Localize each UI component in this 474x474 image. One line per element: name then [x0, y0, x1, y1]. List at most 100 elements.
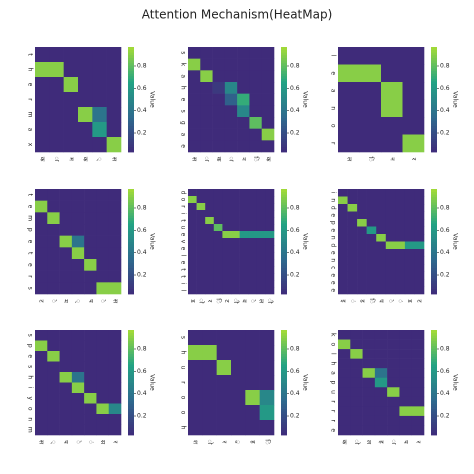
colorbar-segment [281, 112, 287, 116]
colorbar-segment [431, 194, 437, 198]
heat-cell [49, 92, 64, 108]
colorbar-segment [281, 244, 287, 248]
colorbar-segment [281, 96, 287, 100]
y-tick-label: s [180, 110, 187, 113]
colorbar-label: Value [149, 374, 156, 391]
colorbar-segment [128, 291, 134, 295]
colorbar-segment [128, 231, 134, 235]
colorbar-segment [128, 65, 134, 69]
heat-cell [395, 264, 406, 272]
colorbar-segment [431, 99, 437, 103]
colorbar-tick-label: 0.8 [137, 204, 147, 211]
heat-cell [96, 200, 110, 213]
colorbar-segment [431, 283, 437, 287]
colorbar-segment [431, 419, 437, 423]
heat-cell [188, 390, 203, 406]
colorbar-segment [431, 385, 437, 389]
heat-cell [92, 92, 107, 108]
y-tick-label: s [27, 287, 34, 290]
heat-cell [200, 93, 213, 106]
heat-cell [366, 256, 377, 265]
heat-cell [338, 339, 351, 350]
colorbar-segment [128, 62, 134, 66]
y-tick-label: r [330, 410, 337, 413]
colorbar-segment [281, 387, 287, 391]
heat-cell [411, 377, 425, 388]
heat-cell [47, 282, 60, 295]
colorbar-tick-label: 0.6 [137, 85, 147, 92]
heat-cell [249, 93, 263, 106]
heat-cell [261, 47, 275, 59]
heat-cell [411, 406, 425, 417]
y-tick-label: e [180, 144, 187, 148]
heat-cell [338, 82, 360, 100]
heat-cell [366, 286, 377, 295]
heat-cell [35, 212, 48, 225]
heat-cell [239, 210, 249, 218]
y-tick-label: p [27, 344, 34, 348]
colorbar-segment [281, 65, 287, 69]
heat-cell [231, 196, 240, 204]
heat-cell [84, 372, 97, 383]
heat-cell [414, 279, 425, 287]
y-tick-label: e [27, 205, 34, 209]
colorbar-label: Value [149, 233, 156, 250]
heat-cell [395, 286, 406, 295]
heat-cell [411, 387, 425, 398]
heat-cell [96, 247, 110, 260]
x-tick-label: ी [232, 298, 240, 304]
colorbar-segment [431, 78, 437, 82]
colorbar-segment [128, 133, 134, 137]
heat-cell [248, 273, 258, 281]
heat-cell [108, 414, 122, 425]
heat-cell [387, 406, 400, 417]
colorbar-segment [431, 47, 437, 51]
y-tick-label: h [180, 351, 187, 355]
x-tick-label: ल [345, 157, 352, 162]
heat-cell [47, 200, 60, 213]
heat-cell [84, 247, 97, 260]
colorbar-segment [281, 223, 287, 227]
colorbar-segment [281, 340, 287, 344]
heat-cell [248, 259, 258, 267]
colorbar-segment [431, 231, 437, 235]
colorbar-segment [281, 382, 287, 386]
heat-cell [237, 47, 250, 59]
x-tick-label: ि [367, 156, 375, 162]
y-tick-label: i [180, 213, 187, 215]
y-tick-label: u [180, 226, 187, 230]
heat-cell [338, 349, 351, 359]
heat-cell [350, 425, 363, 436]
heat-cell [222, 189, 232, 197]
heat-cell [106, 47, 122, 63]
heat-cell [248, 252, 258, 260]
colorbar-segment [281, 403, 287, 407]
heat-cell [395, 256, 406, 265]
heat-cell [196, 266, 206, 274]
colorbar-segment [281, 259, 287, 263]
heat-cell [35, 200, 48, 213]
colorbar-segment [281, 372, 287, 376]
heat-cell [366, 204, 377, 212]
heat-cell [202, 345, 217, 361]
heat-cell [96, 361, 110, 373]
heat-cell [205, 217, 215, 225]
y-tick-label: e [180, 247, 187, 251]
colorbar-segment [431, 259, 437, 263]
heat-cell [35, 282, 48, 295]
colorbar-segment [128, 70, 134, 74]
colorbar-segment [281, 191, 287, 195]
heat-cell [239, 266, 249, 274]
heat-cell [213, 273, 223, 281]
heat-cell [385, 204, 396, 212]
heat-cell [402, 99, 425, 118]
heat-cell [108, 200, 122, 213]
colorbar-segment [281, 194, 287, 198]
x-tick-label: ो [206, 439, 214, 445]
heat-cell [350, 349, 363, 359]
colorbar-segment [281, 117, 287, 121]
heat-cell [366, 211, 377, 220]
heat-cell [96, 270, 110, 283]
colorbar-segment [128, 131, 134, 135]
colorbar-segment [431, 377, 437, 381]
